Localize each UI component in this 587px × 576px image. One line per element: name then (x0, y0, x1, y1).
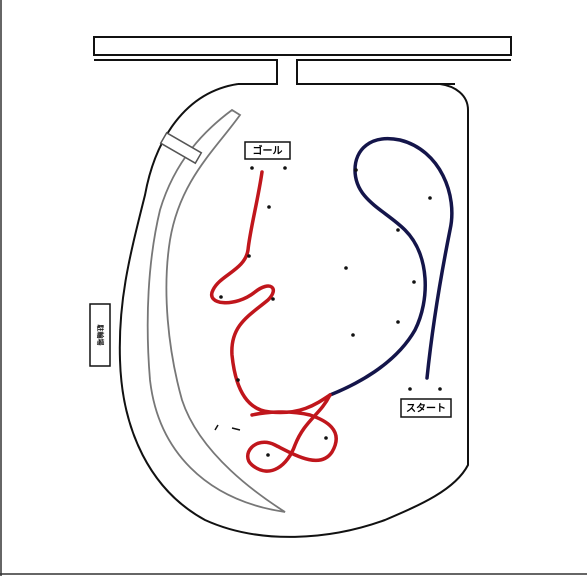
marker-dot (219, 295, 223, 299)
top-bar (93, 36, 512, 56)
marker-dot (247, 254, 251, 258)
marker-dot (283, 166, 287, 170)
marker-dot (344, 266, 348, 270)
marker-dot (396, 228, 400, 232)
side-label: 駐輪場 (89, 303, 111, 367)
inner-track (146, 108, 286, 513)
gate-right (296, 59, 511, 85)
marker-dot (267, 205, 271, 209)
marker-dot (266, 453, 270, 457)
gate-left (94, 59, 278, 85)
marker-dot (438, 387, 442, 391)
marker-dot (408, 387, 412, 391)
marker-dot (396, 320, 400, 324)
marker-dot (351, 333, 355, 337)
start-label: スタート (400, 398, 452, 418)
marker-dot (250, 166, 254, 170)
goal-route (209, 170, 338, 473)
course-outline (118, 83, 469, 538)
marker-dot (412, 280, 416, 284)
start-route (328, 137, 454, 397)
goal-label: ゴール (244, 141, 291, 160)
marker-dot (324, 436, 328, 440)
side-label-text: 駐輪場 (96, 325, 105, 346)
marker-dot (271, 297, 275, 301)
bridge (159, 131, 203, 165)
marker-dot (428, 196, 432, 200)
marker-dot (236, 378, 240, 382)
goal-label-text: ゴール (253, 144, 283, 157)
start-label-text: スタート (406, 403, 446, 415)
marker-dot (354, 168, 358, 172)
marker-dots (219, 166, 442, 457)
tick-marks (214, 424, 241, 431)
